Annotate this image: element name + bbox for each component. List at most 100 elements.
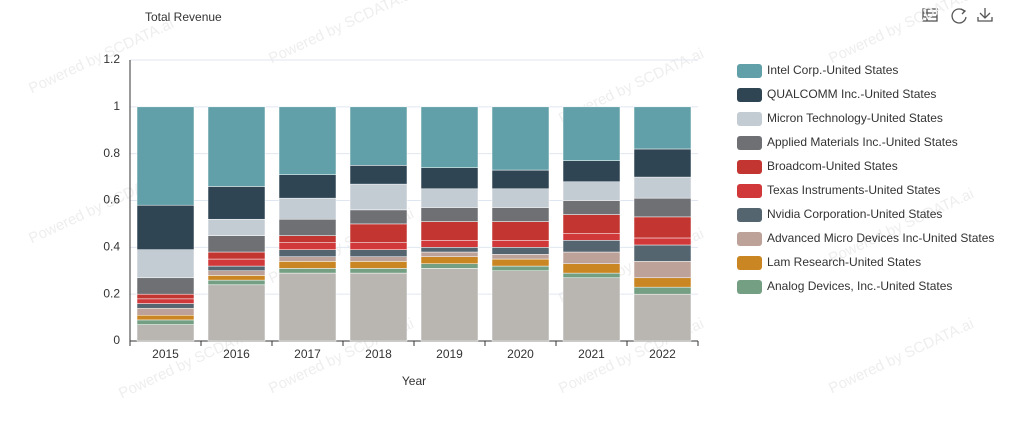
y-tick-label: 0.2	[103, 286, 120, 300]
bar-segment	[491, 247, 550, 255]
bar-segment	[491, 169, 550, 190]
bar-segment	[562, 272, 621, 279]
bar-segment	[633, 106, 692, 150]
bar-segment	[278, 242, 337, 250]
y-tick-label: 0.6	[103, 193, 120, 207]
bar-segment	[491, 265, 550, 272]
bar-segment	[562, 251, 621, 264]
toolbar	[922, 8, 993, 24]
bar-segment	[349, 106, 408, 166]
x-tick-label: 2016	[223, 347, 250, 361]
bar-segment	[420, 106, 479, 168]
download-icon[interactable]	[977, 8, 993, 22]
x-tick-label: 2017	[294, 347, 321, 361]
bar-segment	[491, 240, 550, 248]
legend-swatch	[737, 64, 762, 78]
bar-segment	[278, 268, 337, 274]
bar-segment	[207, 258, 266, 267]
bar-segment	[136, 303, 195, 309]
bar-segment	[278, 235, 337, 243]
data-view-icon[interactable]	[922, 8, 938, 22]
bar-segment	[491, 270, 550, 342]
bar-segment	[562, 240, 621, 253]
bar-segment	[207, 218, 266, 236]
x-tick-label: 2015	[152, 347, 179, 361]
bar-segment	[349, 242, 408, 250]
bar-segment	[633, 293, 692, 342]
bar-segment	[136, 307, 195, 316]
legend-label: Applied Materials Inc.-United States	[767, 135, 958, 149]
bar-segment	[136, 106, 195, 206]
bar-segment	[420, 268, 479, 342]
bar-segment	[420, 221, 479, 241]
bar-segment	[349, 165, 408, 185]
bar-segment	[562, 106, 621, 161]
bar-segment	[633, 261, 692, 279]
bar-segment	[136, 298, 195, 304]
bar-segment	[562, 263, 621, 274]
bar-segment	[633, 237, 692, 246]
x-tick-label: 2019	[436, 347, 463, 361]
legend-swatch	[737, 256, 762, 270]
bar-segment	[420, 207, 479, 222]
legend-label: Analog Devices, Inc.-United States	[767, 279, 952, 293]
bar-segment	[207, 235, 266, 253]
bar-segment	[278, 261, 337, 269]
legend-swatch	[737, 160, 762, 174]
chart-title: Total Revenue	[145, 10, 222, 24]
bar-segment	[633, 176, 692, 199]
bar-segment	[420, 167, 479, 190]
refresh-icon[interactable]	[951, 8, 967, 24]
x-tick-label: 2020	[507, 347, 534, 361]
legend-swatch	[737, 112, 762, 126]
bar-segment	[633, 277, 692, 288]
bar-segment	[136, 314, 195, 321]
bar-segment	[633, 244, 692, 262]
bar-segment	[349, 261, 408, 269]
bar-segment	[278, 197, 337, 220]
bar-segment	[420, 240, 479, 248]
legend-swatch	[737, 232, 762, 246]
bar-segment	[207, 270, 266, 276]
bar-segment	[278, 218, 337, 236]
bar-segment	[349, 249, 408, 257]
bar-segment	[491, 221, 550, 241]
bar-segment	[349, 223, 408, 243]
bar-segment	[633, 286, 692, 295]
bar-segment	[136, 319, 195, 325]
legend-label: Advanced Micro Devices Inc-United States	[767, 231, 994, 245]
x-tick-label: 2018	[365, 347, 392, 361]
bar-segment	[136, 293, 195, 300]
x-tick-label: 2021	[578, 347, 605, 361]
legend-swatch	[737, 88, 762, 102]
bar-segment	[491, 188, 550, 208]
bar-segment	[349, 183, 408, 211]
bar-segment	[491, 254, 550, 260]
legend-swatch	[737, 208, 762, 222]
watermark: Powered by SCDATA.ai	[266, 0, 416, 67]
bar-segment	[278, 256, 337, 262]
legend-label: Texas Instruments-United States	[767, 183, 940, 197]
bar-segment	[562, 277, 621, 342]
bar-segment	[207, 251, 266, 260]
bar-segment	[491, 207, 550, 222]
bar-segment	[562, 233, 621, 241]
bar-segment	[349, 268, 408, 274]
bar-segment	[207, 186, 266, 220]
legend-label: Broadcom-United States	[767, 159, 898, 173]
bar-segment	[349, 256, 408, 262]
bar-segment	[562, 214, 621, 234]
watermark: Powered by SCDATA.ai	[826, 0, 976, 67]
legend-label: Lam Research-United States	[767, 255, 921, 269]
bar-segment	[562, 200, 621, 215]
bar-segment	[207, 284, 266, 342]
bar-segment	[633, 197, 692, 218]
bar-segment	[420, 256, 479, 264]
bar-segment	[278, 174, 337, 199]
bar-segment	[207, 106, 266, 187]
bar-segment	[207, 265, 266, 272]
bar-segment	[420, 247, 479, 253]
bar-segment	[136, 324, 195, 342]
bar-segment	[349, 272, 408, 342]
